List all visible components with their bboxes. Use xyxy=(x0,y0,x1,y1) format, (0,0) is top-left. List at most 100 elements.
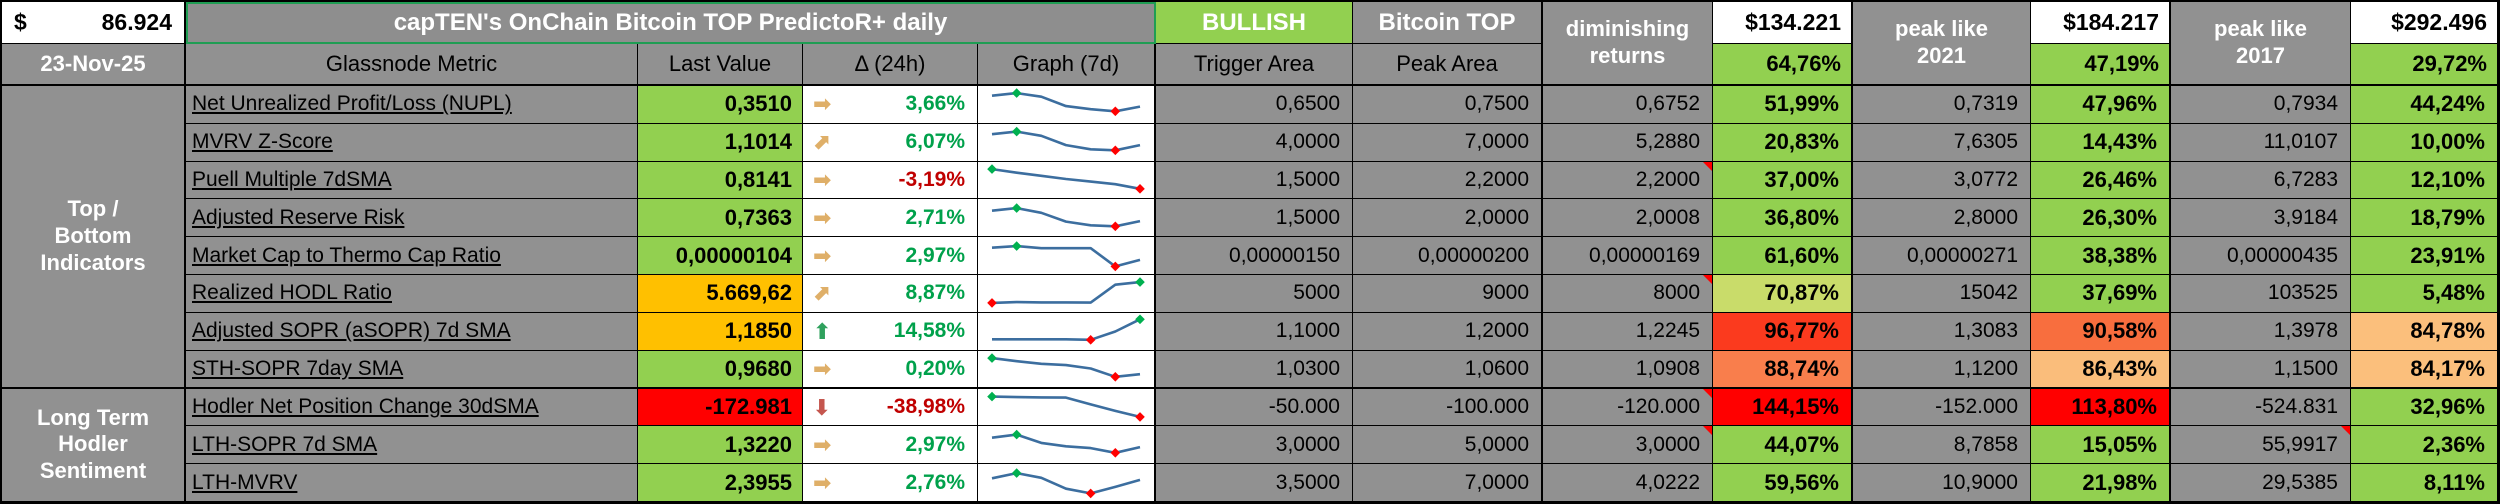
diminishing-value-cell[interactable]: -120.000 xyxy=(1543,388,1713,427)
peak2021-pct-cell[interactable]: 37,69% xyxy=(2031,275,2171,313)
peak2021-value-cell[interactable]: 2,8000 xyxy=(1853,199,2031,238)
scenario-pct-2021[interactable]: 47,19% xyxy=(2031,44,2171,86)
diminishing-value-cell[interactable]: 8000 xyxy=(1543,275,1713,313)
metric-link[interactable]: Net Unrealized Profit/Loss (NUPL) xyxy=(192,92,512,116)
delta-cell[interactable]: ➡ 2,97% xyxy=(803,237,978,276)
peak2017-value-cell[interactable]: 11,0107 xyxy=(2171,123,2351,162)
last-value-cell[interactable]: 0,3510 xyxy=(638,86,803,124)
scenario-label-diminishing[interactable]: diminishing returns xyxy=(1543,2,1713,86)
col-header-last-value[interactable]: Last Value xyxy=(638,44,803,86)
group-label-lth-sentiment[interactable]: Long Term Hodler Sentiment xyxy=(2,388,186,502)
peak-area-cell[interactable]: 0,7500 xyxy=(1353,86,1543,124)
metric-cell[interactable]: Market Cap to Thermo Cap Ratio xyxy=(186,237,638,276)
diminishing-pct-cell[interactable]: 88,74% xyxy=(1713,350,1853,389)
scenario-label-2021[interactable]: peak like 2021 xyxy=(1853,2,2031,86)
metric-link[interactable]: Market Cap to Thermo Cap Ratio xyxy=(192,243,501,267)
metric-cell[interactable]: Realized HODL Ratio xyxy=(186,275,638,313)
sparkline-cell[interactable] xyxy=(978,237,1156,276)
metric-link[interactable]: LTH-MVRV xyxy=(192,470,298,494)
peak-area-cell[interactable]: 7,0000 xyxy=(1353,123,1543,162)
peak2017-value-cell[interactable]: 0,00000435 xyxy=(2171,237,2351,276)
peak2021-value-cell[interactable]: 15042 xyxy=(1853,275,2031,313)
scenario-price-2021[interactable]: $184.217 xyxy=(2031,2,2171,44)
peak2017-value-cell[interactable]: 1,1500 xyxy=(2171,350,2351,389)
sparkline-cell[interactable] xyxy=(978,312,1156,351)
trigger-area-cell[interactable]: 3,0000 xyxy=(1156,426,1353,465)
diminishing-value-cell[interactable]: 4,0222 xyxy=(1543,464,1713,502)
metric-link[interactable]: Adjusted Reserve Risk xyxy=(192,205,405,229)
peak2021-value-cell[interactable]: 10,9000 xyxy=(1853,464,2031,502)
dashboard-title[interactable]: capTEN's OnChain Bitcoin TOP PredictoR+ … xyxy=(186,2,1156,44)
diminishing-pct-cell[interactable]: 37,00% xyxy=(1713,161,1853,200)
peak2021-pct-cell[interactable]: 47,96% xyxy=(2031,86,2171,124)
peak2017-value-cell[interactable]: 103525 xyxy=(2171,275,2351,313)
peak2017-pct-cell[interactable]: 10,00% xyxy=(2351,123,2498,162)
peak2021-value-cell[interactable]: 8,7858 xyxy=(1853,426,2031,465)
trigger-area-cell[interactable]: 1,1000 xyxy=(1156,312,1353,351)
peak2021-pct-cell[interactable]: 21,98% xyxy=(2031,464,2171,502)
last-value-cell[interactable]: 1,1850 xyxy=(638,312,803,351)
trigger-area-cell[interactable]: 5000 xyxy=(1156,275,1353,313)
last-value-cell[interactable]: 5.669,62 xyxy=(638,275,803,313)
sparkline-cell[interactable] xyxy=(978,161,1156,200)
metric-link[interactable]: Adjusted SOPR (aSOPR) 7d SMA xyxy=(192,319,511,343)
peak2017-pct-cell[interactable]: 5,48% xyxy=(2351,275,2498,313)
sparkline-cell[interactable] xyxy=(978,123,1156,162)
sparkline-cell[interactable] xyxy=(978,275,1156,313)
diminishing-value-cell[interactable]: 0,6752 xyxy=(1543,86,1713,124)
peak-area-cell[interactable]: 0,00000200 xyxy=(1353,237,1543,276)
scenario-price-diminishing[interactable]: $134.221 xyxy=(1713,2,1853,44)
metric-cell[interactable]: MVRV Z-Score xyxy=(186,123,638,162)
peak2021-value-cell[interactable]: 3,0772 xyxy=(1853,161,2031,200)
sparkline-cell[interactable] xyxy=(978,464,1156,502)
col-header-peak[interactable]: Peak Area xyxy=(1353,44,1543,86)
diminishing-value-cell[interactable]: 1,0908 xyxy=(1543,350,1713,389)
delta-cell[interactable]: ➡ 3,66% xyxy=(803,86,978,124)
last-value-cell[interactable]: 0,7363 xyxy=(638,199,803,238)
peak2017-value-cell[interactable]: -524.831 xyxy=(2171,388,2351,427)
peak-area-cell[interactable]: -100.000 xyxy=(1353,388,1543,427)
metric-link[interactable]: Hodler Net Position Change 30dSMA xyxy=(192,394,539,418)
peak2017-value-cell[interactable]: 29,5385 xyxy=(2171,464,2351,502)
diminishing-pct-cell[interactable]: 144,15% xyxy=(1713,388,1853,427)
delta-cell[interactable]: ➡ -38,98% xyxy=(803,388,978,427)
delta-cell[interactable]: ➡ 8,87% xyxy=(803,275,978,313)
metric-link[interactable]: MVRV Z-Score xyxy=(192,130,333,154)
peak2021-pct-cell[interactable]: 90,58% xyxy=(2031,312,2171,351)
sparkline-cell[interactable] xyxy=(978,426,1156,465)
peak2021-value-cell[interactable]: 7,6305 xyxy=(1853,123,2031,162)
metric-link[interactable]: Realized HODL Ratio xyxy=(192,281,392,305)
last-value-cell[interactable]: -172.981 xyxy=(638,388,803,427)
last-value-cell[interactable]: 0,8141 xyxy=(638,161,803,200)
trigger-area-cell[interactable]: 1,5000 xyxy=(1156,199,1353,238)
peak-area-cell[interactable]: 5,0000 xyxy=(1353,426,1543,465)
sparkline-cell[interactable] xyxy=(978,388,1156,427)
btc-price-cell[interactable]: $ 86.924 xyxy=(2,2,186,44)
peak2017-value-cell[interactable]: 1,3978 xyxy=(2171,312,2351,351)
delta-cell[interactable]: ➡ 2,71% xyxy=(803,199,978,238)
status-badge[interactable]: BULLISH xyxy=(1156,2,1353,44)
peak2017-pct-cell[interactable]: 44,24% xyxy=(2351,86,2498,124)
peak2017-value-cell[interactable]: 6,7283 xyxy=(2171,161,2351,200)
metric-cell[interactable]: STH-SOPR 7day SMA xyxy=(186,350,638,389)
peak2017-pct-cell[interactable]: 8,11% xyxy=(2351,464,2498,502)
peak2021-pct-cell[interactable]: 86,43% xyxy=(2031,350,2171,389)
delta-cell[interactable]: ➡ 14,58% xyxy=(803,312,978,351)
peak2021-value-cell[interactable]: 0,7319 xyxy=(1853,86,2031,124)
peak-area-cell[interactable]: 2,2000 xyxy=(1353,161,1543,200)
peak-area-cell[interactable]: 2,0000 xyxy=(1353,199,1543,238)
peak2017-pct-cell[interactable]: 23,91% xyxy=(2351,237,2498,276)
diminishing-value-cell[interactable]: 2,2000 xyxy=(1543,161,1713,200)
diminishing-pct-cell[interactable]: 59,56% xyxy=(1713,464,1853,502)
peak2017-pct-cell[interactable]: 84,17% xyxy=(2351,350,2498,389)
diminishing-value-cell[interactable]: 0,00000169 xyxy=(1543,237,1713,276)
diminishing-pct-cell[interactable]: 36,80% xyxy=(1713,199,1853,238)
col-header-metric[interactable]: Glassnode Metric xyxy=(186,44,638,86)
metric-link[interactable]: STH-SOPR 7day SMA xyxy=(192,356,404,380)
peak2021-value-cell[interactable]: 1,1200 xyxy=(1853,350,2031,389)
metric-cell[interactable]: Hodler Net Position Change 30dSMA xyxy=(186,388,638,427)
peak-area-cell[interactable]: 1,2000 xyxy=(1353,312,1543,351)
scenario-label-2017[interactable]: peak like 2017 xyxy=(2171,2,2351,86)
peak2017-pct-cell[interactable]: 18,79% xyxy=(2351,199,2498,238)
diminishing-value-cell[interactable]: 2,0008 xyxy=(1543,199,1713,238)
